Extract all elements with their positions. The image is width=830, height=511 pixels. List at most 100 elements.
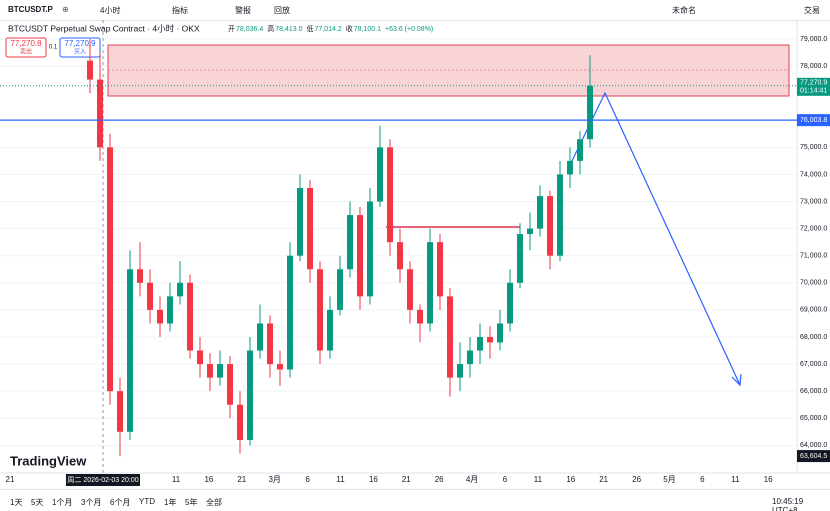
- sell-price: 77,270.8: [10, 39, 42, 48]
- candle-body: [197, 350, 203, 365]
- range-button[interactable]: 1个月: [52, 498, 73, 507]
- x-tick-label: 16: [566, 475, 575, 484]
- candle-body: [227, 364, 233, 405]
- bottom-bar: 10:45:19 UTC+8 1天 5天 1个月 3个月 6个月 YTD 1年 5年 全部: [0, 489, 830, 511]
- candle-body: [127, 269, 133, 432]
- arrow-head: [731, 373, 742, 387]
- ohlc-label: 开: [228, 25, 235, 33]
- y-tick-label: 72,000.0: [800, 225, 827, 232]
- candle-body: [247, 350, 253, 440]
- ohlc-value: 77,014.2: [315, 26, 342, 33]
- y-tick-label: 66,000.0: [800, 388, 827, 395]
- ohlc-value: 78,036.4: [236, 26, 263, 33]
- x-tick-label: 6: [503, 475, 508, 484]
- candle-body: [217, 364, 223, 378]
- buy-label: 买入: [74, 48, 86, 56]
- candle-body: [447, 296, 453, 378]
- x-tick-label: 16: [764, 475, 773, 484]
- candle-body: [167, 296, 173, 324]
- y-tick-label: 75,000.0: [800, 144, 827, 151]
- candle-body: [327, 309, 333, 351]
- candle-body: [157, 309, 163, 324]
- candle-body: [587, 85, 593, 140]
- candle-body: [317, 269, 323, 351]
- candle-body: [87, 60, 93, 80]
- trade-button[interactable]: 交易: [804, 6, 820, 15]
- toolbar: BTCUSDT.P ⊕ 4小时 指标 警报 回放 未命名 交易: [0, 0, 830, 21]
- candle-body: [277, 364, 283, 370]
- indicators-button[interactable]: 指标: [172, 6, 188, 15]
- candle-body: [147, 282, 153, 310]
- ohlc-change: +63.6 (+0.08%): [385, 26, 433, 33]
- candle-body: [377, 147, 383, 202]
- level-tag: [797, 114, 830, 127]
- watermark: TradingView: [10, 453, 87, 468]
- alert-button[interactable]: 警报: [235, 6, 251, 15]
- y-tick-label: 69,000.0: [800, 307, 827, 314]
- buy-price: 77,270.9: [64, 39, 96, 48]
- ohlc-label: 高: [267, 24, 274, 33]
- legend-title: BTCUSDT Perpetual Swap Contract · 4小时 · …: [8, 23, 200, 33]
- range-button[interactable]: 5年: [185, 498, 198, 507]
- candle-body: [487, 336, 493, 343]
- last-price-label: 77,270.9: [800, 80, 827, 87]
- sell-box[interactable]: [5, 37, 47, 58]
- candle-body: [477, 336, 483, 351]
- candle-body: [347, 215, 353, 270]
- candle-body: [357, 215, 363, 297]
- x-tick-label: 16: [369, 475, 378, 484]
- y-tick-label: 68,000.0: [800, 334, 827, 341]
- clock: 10:45:19 UTC+8: [772, 497, 804, 511]
- crosshair-label: 周二 2026-02-03 20:00: [67, 476, 138, 484]
- replay-button[interactable]: 回放: [274, 6, 290, 15]
- candle-body: [287, 255, 293, 370]
- y-tick-label: 74,000.0: [800, 171, 827, 178]
- range-button[interactable]: YTD: [139, 497, 155, 506]
- symbol-button[interactable]: BTCUSDT.P: [8, 5, 53, 14]
- candle-body: [467, 350, 473, 365]
- candle-body: [107, 147, 113, 392]
- candle-body: [397, 242, 403, 270]
- candle-body: [387, 147, 393, 243]
- ohlc-value: 78,100.1: [354, 26, 381, 33]
- range-button[interactable]: 6个月: [110, 498, 131, 507]
- range-button[interactable]: 全部: [206, 498, 222, 507]
- candle-body: [177, 282, 183, 297]
- candle-body: [307, 187, 313, 270]
- x-tick-label: 3月: [268, 475, 280, 484]
- x-tick-label: 21: [6, 475, 15, 484]
- candle-body: [567, 160, 573, 175]
- y-tick-label: 78,000.0: [800, 63, 827, 70]
- candle-body: [407, 269, 413, 310]
- range-button[interactable]: 1年: [164, 498, 177, 507]
- y-tick-label: 67,000.0: [800, 361, 827, 368]
- x-tick-label: 21: [237, 475, 246, 484]
- candle-body: [517, 234, 523, 283]
- x-tick-label: 26: [632, 475, 641, 484]
- y-tick-label: 64,000.0: [800, 442, 827, 449]
- candle-body: [297, 187, 303, 256]
- candle-body: [537, 196, 543, 229]
- projection-arrow: [569, 91, 741, 386]
- range-button[interactable]: 5天: [31, 498, 44, 507]
- candle-body: [257, 323, 263, 351]
- ohlc-label: 低: [307, 24, 314, 33]
- x-tick-label: 21: [599, 475, 608, 484]
- compare-icon[interactable]: ⊕: [62, 5, 69, 14]
- order-qty: 0.1: [49, 45, 58, 51]
- sell-label: 卖出: [20, 48, 32, 56]
- interval-button[interactable]: 4小时: [100, 6, 121, 15]
- range-button[interactable]: 1天: [10, 498, 23, 507]
- layout-name[interactable]: 未命名: [672, 6, 696, 15]
- x-tick-label: 16: [204, 475, 213, 484]
- candle-body: [417, 309, 423, 324]
- chart: BTCUSDT Perpetual Swap Contract · 4小时 · …: [0, 20, 830, 486]
- level-label: 76,003.8: [800, 117, 827, 124]
- x-tick-label: 6: [305, 475, 310, 484]
- candle-body: [557, 174, 563, 256]
- ohlc-value: 78,413.0: [275, 26, 302, 33]
- candle-body: [337, 269, 343, 310]
- y-tick-label: 71,000.0: [800, 253, 827, 260]
- x-tick-label: 5月: [663, 475, 675, 484]
- range-button[interactable]: 3个月: [81, 498, 102, 507]
